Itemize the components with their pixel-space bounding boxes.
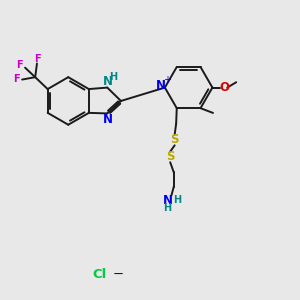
Text: F: F bbox=[34, 54, 41, 64]
Text: H: H bbox=[173, 195, 181, 205]
Text: S: S bbox=[170, 133, 179, 146]
Text: Cl: Cl bbox=[92, 268, 106, 281]
Text: N: N bbox=[163, 194, 172, 207]
Text: S: S bbox=[166, 149, 174, 163]
Text: N: N bbox=[103, 113, 113, 126]
Text: +: + bbox=[163, 75, 171, 85]
Text: N: N bbox=[103, 75, 113, 88]
Text: F: F bbox=[13, 74, 20, 84]
Text: O: O bbox=[219, 81, 229, 94]
Text: F: F bbox=[16, 60, 23, 70]
Text: H: H bbox=[164, 203, 172, 213]
Text: H: H bbox=[109, 72, 117, 82]
Text: N: N bbox=[156, 79, 166, 92]
Text: −: − bbox=[112, 268, 124, 281]
